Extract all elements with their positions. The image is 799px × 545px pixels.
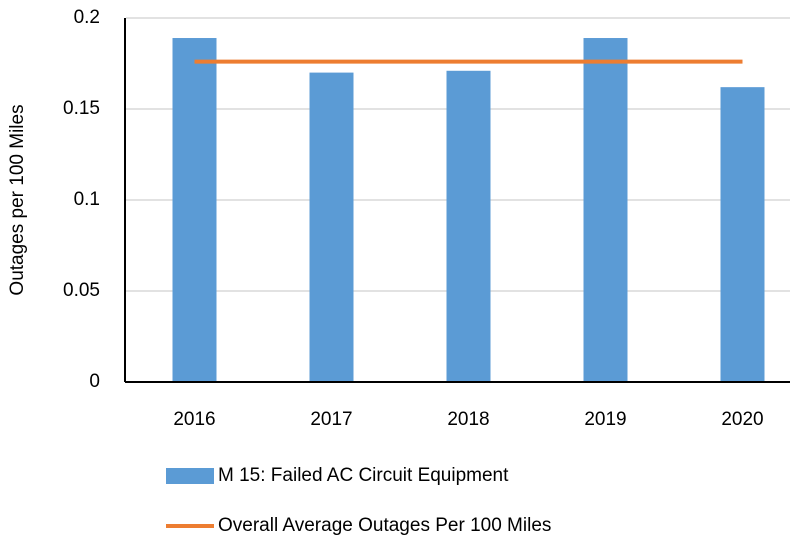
y-tick-label: 0	[89, 371, 100, 392]
x-tick-label: 2016	[173, 409, 215, 430]
x-tick-label: 2020	[721, 409, 763, 430]
y-tick-label: 0.1	[74, 189, 100, 210]
x-tick-label: 2018	[447, 409, 489, 430]
legend-swatch	[166, 468, 214, 484]
bar	[309, 72, 354, 382]
x-tick-label: 2017	[310, 409, 352, 430]
legend-label: M 15: Failed AC Circuit Equipment	[218, 465, 509, 486]
y-tick-label: 0.05	[63, 280, 100, 301]
bar	[720, 87, 765, 382]
legend-label: Overall Average Outages Per 100 Miles	[218, 515, 551, 536]
bar	[172, 38, 217, 383]
y-tick-label: 0.2	[74, 7, 100, 28]
bar	[446, 70, 491, 382]
y-tick-label: 0.15	[63, 98, 100, 119]
y-axis-label: Outages per 100 Miles	[7, 104, 28, 295]
x-tick-label: 2019	[584, 409, 626, 430]
bar	[583, 38, 628, 383]
